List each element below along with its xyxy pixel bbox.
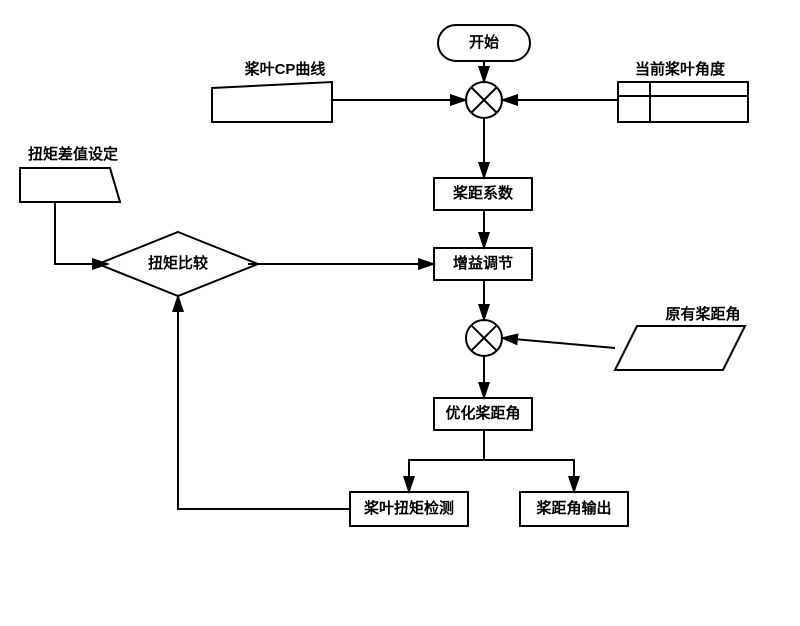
torque_cmp: 扭矩比较 bbox=[98, 254, 258, 274]
orig_pitch_label: 原有桨距角 bbox=[648, 305, 758, 325]
torque_set_label: 扭矩差值设定 bbox=[18, 145, 128, 165]
gain_adj: 增益调节 bbox=[434, 248, 532, 280]
start: 开始 bbox=[438, 25, 530, 61]
opt_pitch: 优化桨距角 bbox=[434, 398, 532, 430]
pitch_coef: 桨距系数 bbox=[434, 178, 532, 210]
angle_label: 当前桨叶角度 bbox=[620, 60, 740, 80]
cp_curve_label: 桨叶CP曲线 bbox=[225, 60, 345, 80]
blade_torque: 桨叶扭矩检测 bbox=[350, 492, 468, 526]
pitch_out: 桨距角输出 bbox=[520, 492, 628, 526]
